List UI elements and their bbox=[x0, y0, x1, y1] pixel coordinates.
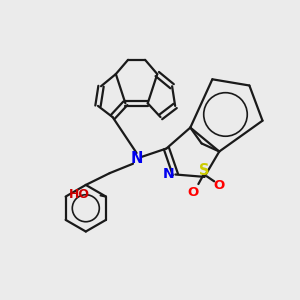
Text: HO: HO bbox=[68, 188, 89, 201]
Text: N: N bbox=[163, 167, 175, 182]
Text: O: O bbox=[213, 179, 224, 192]
Text: O: O bbox=[188, 186, 199, 199]
Text: N: N bbox=[130, 151, 143, 166]
Text: S: S bbox=[200, 164, 210, 178]
